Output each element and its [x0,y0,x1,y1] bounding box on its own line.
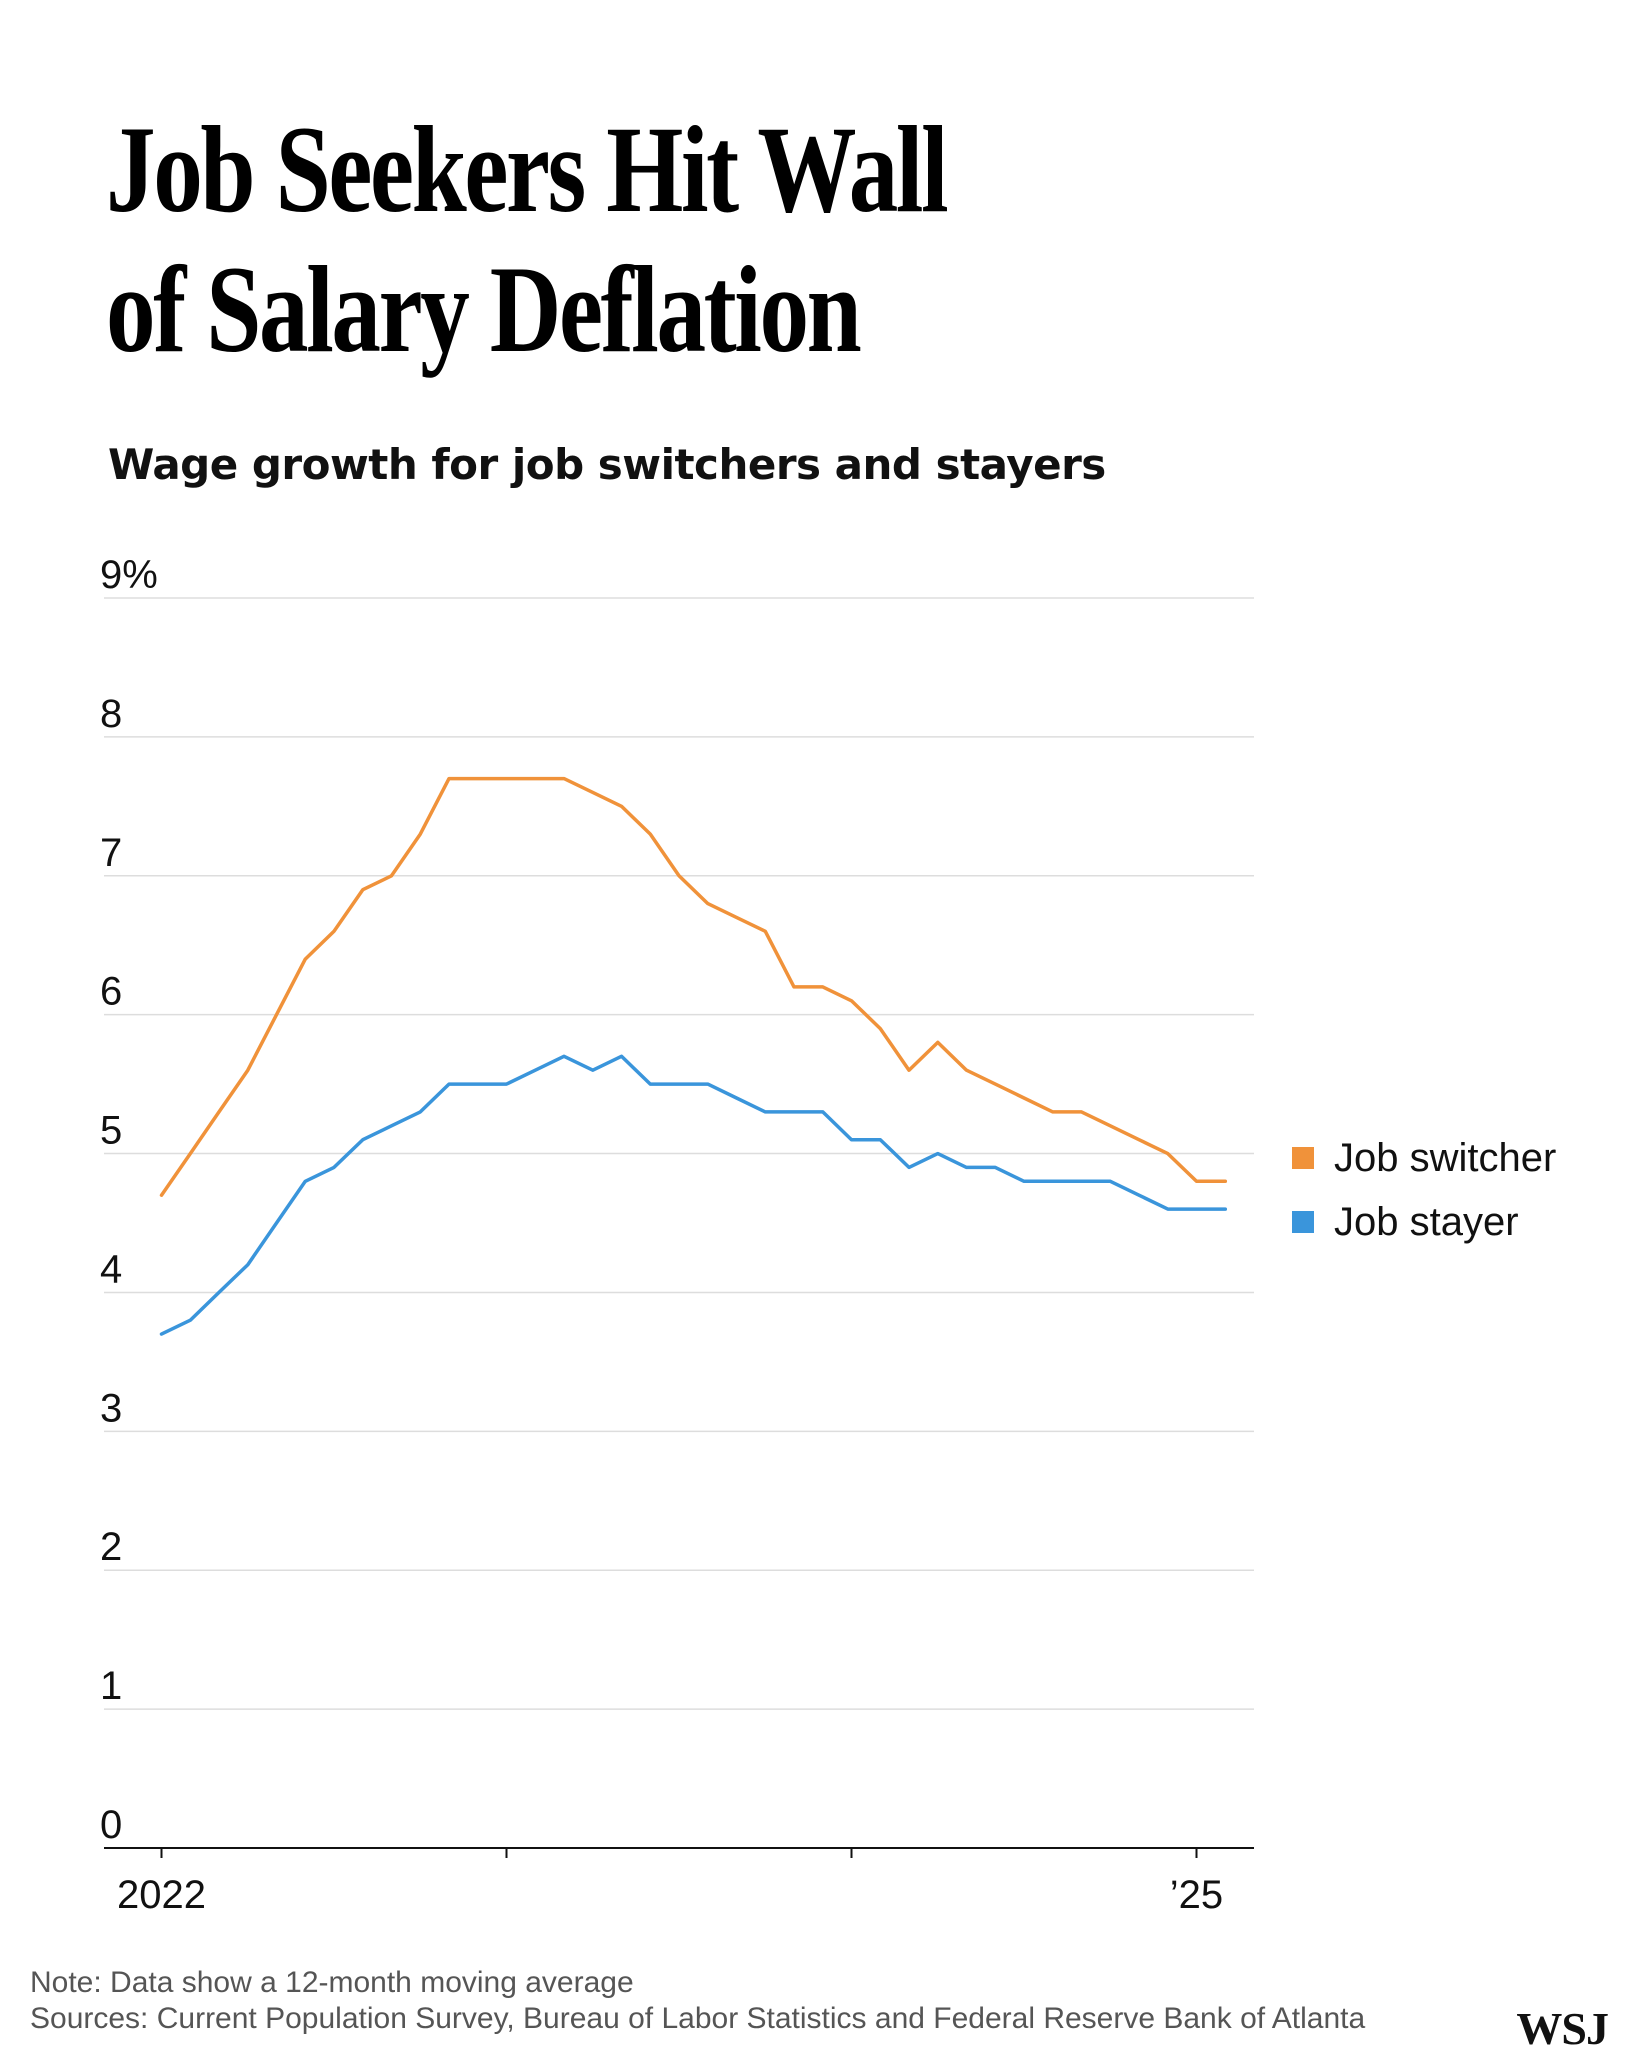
title-line-2: of Salary Deflation [106,241,862,378]
wsj-logo: WSJ [1516,2003,1609,2054]
footnote: Note: Data show a 12-month moving averag… [30,1965,1365,2037]
chart-title: Job Seekers Hit Wall of Salary Deflation [106,100,1066,380]
note-text: Note: Data show a 12-month moving averag… [30,1966,634,1999]
legend-label-stayer: Job stayer [1334,1199,1519,1244]
legend-item-switcher: Job switcher [1292,1126,1556,1190]
y-tick-label: 6 [100,970,122,1014]
gridlines [104,597,1254,1710]
y-tick-label: 4 [100,1247,122,1291]
legend-item-stayer: Job stayer [1292,1190,1556,1254]
y-tick-label: 0 [100,1803,122,1847]
legend-label-switcher: Job switcher [1334,1135,1557,1180]
y-tick-label: 3 [100,1386,122,1430]
legend: Job switcher Job stayer [1292,1126,1556,1254]
x-tick-label: 2022 [117,1873,206,1917]
y-tick-label: 1 [100,1664,122,1708]
series-lines [159,776,1228,1336]
x-tick-label: ’25 [1170,1873,1223,1917]
x-tick-labels: 2022 ’25 [117,1873,1223,1917]
y-tick-labels: 0 1 2 3 4 5 6 7 8 9% [100,553,158,1847]
sources-text: Sources: Current Population Survey, Bure… [30,2002,1366,2035]
y-tick-label: 7 [100,831,122,875]
y-tick-label: 5 [100,1109,122,1153]
y-tick-label: 9% [100,553,158,597]
line-chart: 0 1 2 3 4 5 6 7 8 9% 2022 ’25 [100,553,1254,1917]
y-tick-label: 8 [100,692,122,736]
title-line-1: Job Seekers Hit Wall [106,101,949,238]
series-line-job-switcher [159,776,1228,1197]
chart-subtitle: Wage growth for job switchers and stayer… [108,440,1106,489]
x-axis [104,1847,1254,1858]
legend-swatch-switcher [1292,1147,1314,1169]
y-tick-label: 2 [100,1525,122,1569]
series-line-job-stayer [159,1054,1228,1336]
legend-swatch-stayer [1292,1211,1314,1233]
